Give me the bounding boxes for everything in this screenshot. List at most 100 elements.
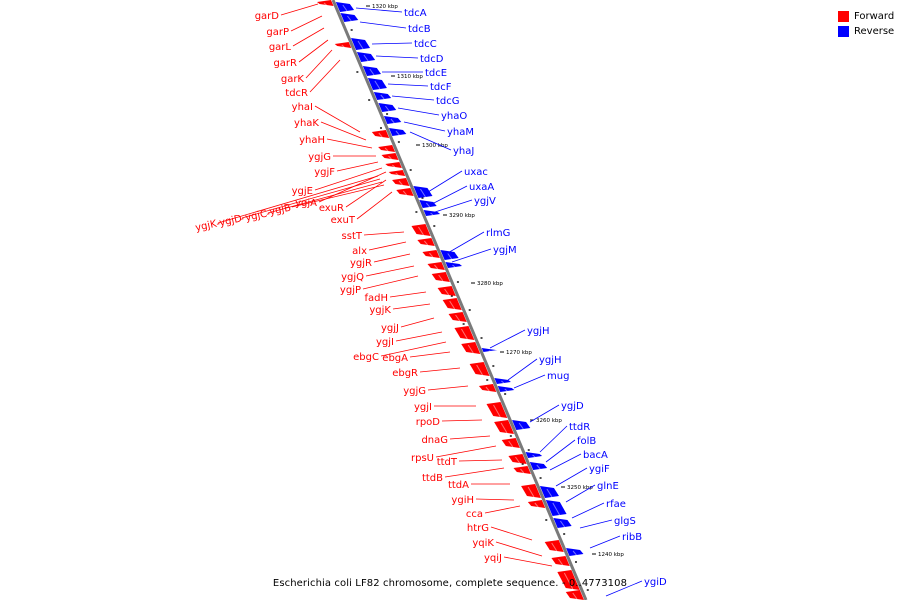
forward-gene-label: garR [273, 58, 297, 69]
reverse-leader-line [589, 535, 621, 549]
forward-gene-block [454, 326, 475, 340]
reverse-leader-line [555, 467, 588, 487]
reverse-gene-block [497, 386, 515, 392]
reverse-gene-label: yhaJ [453, 146, 474, 157]
forward-gene-label: exuR [319, 203, 344, 214]
forward-leader-line [326, 138, 373, 149]
forward-gene-block [392, 178, 410, 186]
forward-gene-label: ygjE [292, 186, 313, 197]
reverse-leader-line [403, 121, 446, 132]
forward-gene-block [461, 342, 481, 354]
forward-leader-line [458, 459, 503, 462]
forward-leader-line [392, 303, 431, 310]
reverse-gene-label: ygjM [493, 245, 517, 256]
reverse-gene-block [383, 116, 402, 124]
forward-leader-line [395, 331, 443, 342]
forward-leader-line [280, 3, 319, 16]
forward-gene-label: fadH [364, 293, 388, 304]
forward-gene-block [565, 590, 584, 600]
forward-gene-block [381, 153, 399, 160]
forward-gene-block [448, 312, 467, 322]
forward-leader-line [292, 27, 325, 47]
reverse-gene-block [413, 186, 433, 198]
reverse-leader-line [605, 580, 643, 597]
forward-gene-block [422, 250, 440, 258]
forward-leader-line [380, 341, 447, 357]
forward-leader-line [320, 121, 367, 141]
reverse-leader-line [565, 484, 596, 503]
forward-gene-block [557, 570, 580, 590]
forward-gene-label: ygjG [308, 152, 331, 163]
forward-gene-label: ygjR [350, 258, 372, 269]
reverse-gene-block [566, 548, 584, 556]
forward-gene-label: ebgR [392, 368, 418, 379]
forward-gene-block [396, 188, 414, 196]
reverse-leader-line [513, 374, 546, 389]
forward-leader-line [444, 467, 505, 478]
reverse-gene-block [356, 52, 376, 62]
reverse-gene-label: tdcF [430, 82, 452, 93]
reverse-gene-label: tdcA [404, 8, 427, 19]
scale-label: 1240 kbp [598, 552, 624, 558]
reverse-gene-block [553, 518, 572, 528]
forward-gene-block [527, 500, 546, 508]
reverse-gene-block [423, 210, 441, 216]
reverse-gene-label: uxac [464, 167, 488, 178]
forward-leader-line [409, 351, 451, 358]
reverse-gene-label: mug [547, 371, 569, 382]
forward-leader-line [503, 556, 553, 567]
forward-gene-label: rpoD [416, 417, 441, 428]
reverse-leader-line [451, 248, 492, 263]
forward-gene-label: garP [266, 27, 289, 38]
forward-gene-label: ygjI [376, 337, 394, 348]
reverse-leader-line [545, 439, 576, 463]
reverse-gene-block [351, 38, 371, 50]
forward-gene-label: tdcR [285, 88, 308, 99]
forward-leader-line [356, 191, 393, 220]
label-separator: - [239, 213, 245, 225]
reverse-leader-line [427, 170, 463, 193]
forward-gene-block [544, 540, 564, 552]
forward-leader-line [389, 291, 427, 298]
reverse-label: Reverse [854, 26, 895, 37]
forward-gene-label: sstT [342, 231, 363, 242]
forward-gene-block [427, 262, 445, 270]
forward-gene-label: exuT [331, 215, 356, 226]
reverse-gene-block [367, 78, 387, 90]
forward-gene-block [478, 384, 497, 392]
forward-gene-label: ygjQ [341, 272, 364, 283]
forward-gene-block [521, 484, 541, 498]
reverse-leader-line [397, 107, 440, 116]
forward-leader-line [441, 419, 483, 422]
reverse-gene-label: ygjV [474, 196, 496, 207]
forward-gene-label: ygjA [295, 198, 317, 209]
forward-gene-label: ygjJ [381, 323, 399, 334]
legend-forward: Forward [838, 9, 894, 24]
reverse-leader-line [549, 453, 582, 471]
forward-leader-line [427, 385, 469, 391]
reverse-leader-line [507, 358, 538, 381]
forward-gene-label: ebgA [382, 353, 408, 364]
reverse-leader-line [489, 329, 526, 349]
forward-leader-line [435, 445, 497, 458]
reverse-gene-label: ygiD [644, 577, 667, 588]
reverse-gene-label: tdcE [425, 68, 447, 79]
forward-gene-label: rpsU [411, 453, 434, 464]
forward-leader-line [336, 161, 379, 172]
reverse-gene-label: glgS [614, 516, 636, 527]
forward-gene-block [385, 162, 402, 168]
forward-leader-line [305, 49, 333, 79]
reverse-leader-line [571, 502, 605, 519]
scale-label: 3280 kbp [477, 281, 503, 287]
forward-gene-label: htrG [467, 523, 489, 534]
forward-leader-line [373, 253, 411, 263]
forward-gene-label: yhaK [294, 118, 319, 129]
reverse-leader-line [431, 185, 468, 205]
reverse-leader-line [529, 404, 560, 423]
forward-leader-line [298, 39, 329, 63]
forward-gene-block [411, 224, 431, 236]
scale-label: 1270 kbp [506, 350, 532, 356]
reverse-gene-block [419, 200, 437, 208]
forward-gene-label: ygjG [403, 386, 426, 397]
reverse-gene-label: bacA [583, 450, 608, 461]
